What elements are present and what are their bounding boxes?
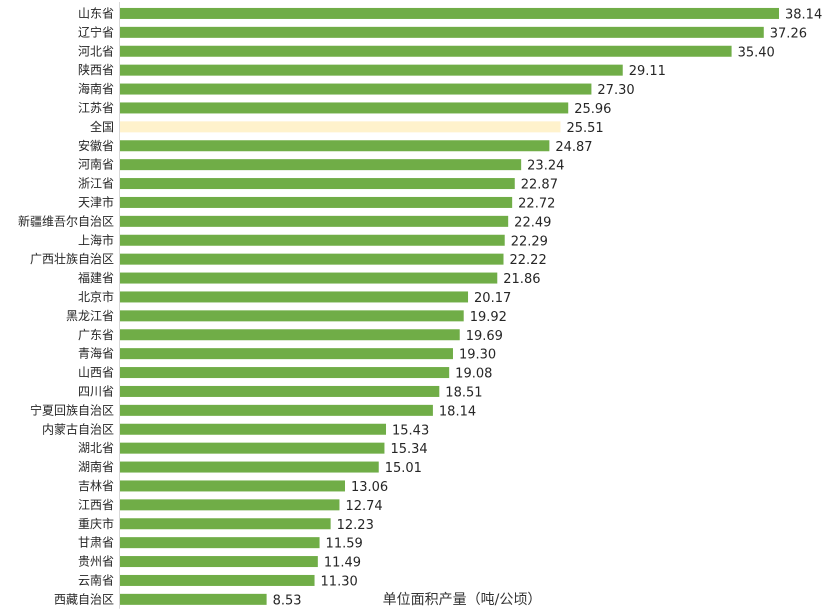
data-label: 19.69 <box>466 329 503 344</box>
bar <box>119 499 340 511</box>
data-label: 22.87 <box>521 178 558 193</box>
data-label: 22.49 <box>514 215 551 230</box>
data-label: 21.86 <box>503 272 540 287</box>
x-axis-title: 单位面积产量（吨/公顷） <box>383 592 542 608</box>
bar <box>119 348 453 360</box>
category-label: 四川省 <box>78 384 114 398</box>
bar <box>119 234 505 246</box>
bar <box>119 140 550 152</box>
data-label: 11.59 <box>326 537 363 552</box>
category-label: 山东省 <box>78 6 114 20</box>
category-label: 海南省 <box>78 81 114 96</box>
bar <box>119 518 331 530</box>
data-label: 27.30 <box>597 83 634 98</box>
category-label: 贵州省 <box>78 555 114 569</box>
bar <box>119 26 764 38</box>
category-label: 福建省 <box>78 270 114 285</box>
category-label: 江苏省 <box>78 101 114 115</box>
data-label: 35.40 <box>738 45 775 60</box>
bar <box>119 45 732 57</box>
bar <box>119 480 345 492</box>
category-label: 陕西省 <box>78 62 114 77</box>
category-label: 吉林省 <box>78 479 114 493</box>
data-label: 29.11 <box>629 64 666 79</box>
category-label: 黑龙江省 <box>66 309 114 323</box>
bar <box>119 272 498 284</box>
category-label: 云南省 <box>78 572 114 587</box>
data-label: 15.34 <box>390 442 427 457</box>
bar <box>119 178 515 190</box>
category-label: 北京市 <box>78 289 114 304</box>
data-label: 25.96 <box>574 102 611 117</box>
data-label: 11.49 <box>324 556 361 571</box>
bar <box>119 253 504 265</box>
bar <box>119 537 320 549</box>
bar <box>119 385 440 397</box>
bar <box>119 102 569 114</box>
category-label: 辽宁省 <box>78 24 114 39</box>
data-label: 18.14 <box>439 404 476 419</box>
bar <box>119 329 460 341</box>
data-label: 18.51 <box>445 385 482 400</box>
data-label: 12.23 <box>337 518 374 533</box>
bar <box>119 574 315 586</box>
bar <box>119 461 379 473</box>
category-label: 上海市 <box>78 232 114 247</box>
category-label: 重庆市 <box>78 516 114 531</box>
bar <box>119 556 318 568</box>
data-label: 15.01 <box>385 461 422 476</box>
data-label: 24.87 <box>555 140 592 155</box>
bar <box>119 159 522 171</box>
bar <box>119 291 469 303</box>
data-label: 8.53 <box>273 593 302 608</box>
category-label: 湖南省 <box>78 459 114 474</box>
category-label: 河南省 <box>78 157 114 172</box>
category-label: 河北省 <box>78 44 114 58</box>
bars-group: 山东省 38.14 辽宁省 37.26 河北省 35.40 陕西省 29.11 海南省 27.30… <box>18 6 822 608</box>
category-label: 广东省 <box>78 328 114 342</box>
data-label: 15.43 <box>392 423 429 438</box>
data-label: 19.92 <box>470 310 507 325</box>
category-label: 全国 <box>90 119 114 134</box>
bar <box>119 196 513 208</box>
data-label: 38.14 <box>785 7 822 22</box>
category-label: 青海省 <box>78 346 114 361</box>
bar <box>119 442 385 454</box>
category-label: 安徽省 <box>78 138 114 153</box>
category-label: 西藏自治区 <box>54 592 114 606</box>
category-label: 广西壮族自治区 <box>30 252 114 266</box>
data-label: 22.29 <box>511 234 548 249</box>
category-label: 浙江省 <box>78 177 114 191</box>
bar <box>119 7 779 19</box>
bar <box>119 593 267 605</box>
data-label: 12.74 <box>345 499 382 514</box>
data-label: 22.72 <box>518 196 555 211</box>
data-label: 13.06 <box>351 480 388 495</box>
bar <box>119 310 464 322</box>
bar <box>119 367 450 379</box>
data-label: 19.30 <box>459 348 496 363</box>
data-label: 25.51 <box>566 121 603 136</box>
category-label: 内蒙古自治区 <box>42 421 114 436</box>
data-label: 23.24 <box>527 159 564 174</box>
category-label: 天津市 <box>78 194 114 209</box>
bar <box>119 423 387 435</box>
category-label: 山西省 <box>78 366 114 380</box>
bar <box>119 64 623 76</box>
category-label: 湖北省 <box>78 440 114 455</box>
data-label: 20.17 <box>474 291 511 306</box>
category-label: 新疆维吾尔自治区 <box>18 213 114 228</box>
data-label: 22.22 <box>510 253 547 268</box>
category-label: 甘肃省 <box>78 536 114 550</box>
bar <box>119 404 433 416</box>
category-label: 江西省 <box>78 498 114 512</box>
bar-highlight <box>119 121 561 133</box>
data-label: 37.26 <box>770 26 807 41</box>
bar <box>119 215 509 227</box>
data-label: 11.30 <box>321 574 358 589</box>
bar <box>119 83 592 95</box>
category-label: 宁夏回族自治区 <box>30 402 114 417</box>
data-label: 19.08 <box>455 367 492 382</box>
